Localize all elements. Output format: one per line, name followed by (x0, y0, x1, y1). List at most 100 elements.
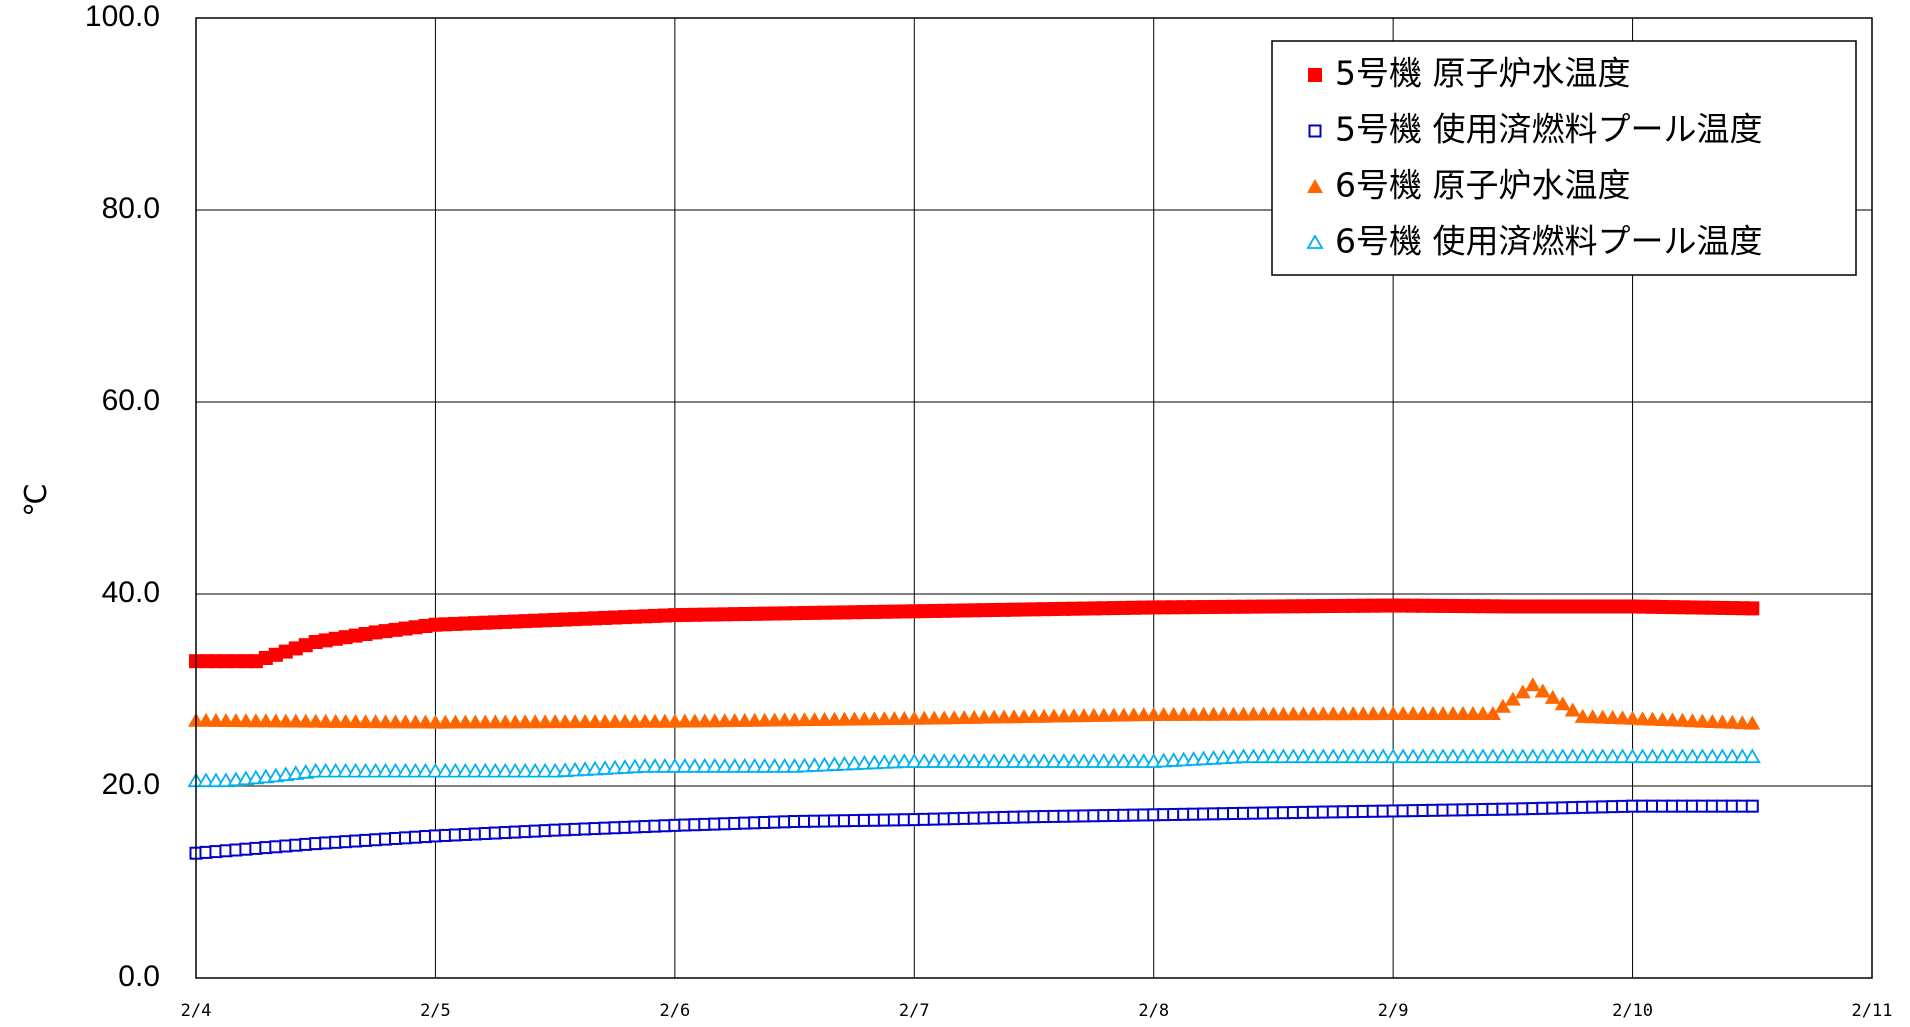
data-point (1075, 753, 1093, 768)
data-point (426, 762, 444, 778)
data-point (1374, 748, 1392, 764)
data-point (1614, 710, 1631, 725)
data-point (327, 762, 345, 778)
data-point (1743, 748, 1761, 764)
legend: 5号機 原子炉水温度 5号機 使用済燃料プール温度 6号機 原子炉水温度 6号機 使用… (1271, 40, 1857, 276)
legend-item: 6号機 原子炉水温度 (1307, 166, 1631, 205)
data-point (1035, 753, 1053, 768)
data-point (766, 758, 784, 773)
data-point (1643, 748, 1662, 764)
data-point (666, 758, 684, 773)
data-point (516, 762, 534, 778)
data-point (1624, 748, 1642, 764)
data-point (397, 714, 414, 729)
data-point (1105, 753, 1123, 768)
data-point (1115, 753, 1133, 768)
data-point (1504, 691, 1521, 706)
series-1 (189, 598, 1760, 669)
x-tick-label: 2/6 (659, 1001, 690, 1021)
data-point (337, 713, 354, 728)
data-point (1005, 753, 1023, 768)
data-point (337, 762, 355, 778)
data-point (1344, 748, 1362, 764)
data-point (526, 762, 544, 778)
data-point (416, 762, 435, 778)
data-point (1614, 748, 1632, 764)
data-point (1306, 234, 1324, 249)
x-tick-label: 2/5 (420, 1001, 451, 1021)
data-point (945, 753, 963, 768)
legend-label: 5号機 使用済燃料プール温度 (1335, 110, 1763, 149)
data-point (217, 712, 234, 727)
data-point (1554, 696, 1571, 711)
x-axis-ticks: 2/4 2/5 2/6 2/7 2/8 2/9 2/10 2/11 (181, 1001, 1893, 1021)
data-point (387, 714, 404, 729)
data-point (1673, 748, 1692, 764)
data-point (1704, 714, 1721, 728)
data-point (367, 762, 385, 778)
x-tick-label: 2/4 (181, 1001, 212, 1021)
data-point (317, 762, 335, 778)
data-point (1484, 706, 1501, 720)
data-point (1394, 748, 1412, 764)
data-point (1434, 748, 1452, 764)
data-point (776, 758, 794, 773)
data-point (1254, 748, 1273, 764)
data-point (1653, 748, 1672, 764)
data-point (1464, 748, 1482, 764)
data-point (456, 762, 474, 778)
data-point (466, 762, 484, 778)
data-point (307, 762, 325, 778)
y-axis-ticks: 0.0 20.0 40.0 60.0 80.0 100.0 (85, 0, 160, 993)
data-point (347, 714, 364, 728)
y-tick-label: 60.0 (102, 384, 160, 417)
data-point (696, 758, 714, 773)
data-point (1444, 748, 1462, 764)
data-point (267, 713, 284, 728)
data-point (1584, 748, 1602, 764)
data-point (1244, 748, 1263, 764)
data-point (1308, 124, 1322, 138)
data-point (1693, 748, 1711, 764)
data-point (1554, 748, 1572, 764)
data-point (1514, 684, 1531, 699)
data-point (417, 714, 434, 729)
data-point (1135, 753, 1153, 768)
data-point (1734, 715, 1751, 730)
data-point (905, 753, 923, 768)
data-point (1314, 748, 1332, 764)
data-point (506, 762, 524, 778)
data-point (1264, 748, 1282, 764)
x-tick-label: 2/11 (1852, 1001, 1893, 1021)
y-tick-label: 20.0 (102, 768, 160, 801)
data-point (287, 713, 304, 728)
legend-item: 6号機 使用済燃料プール温度 (1306, 222, 1763, 261)
data-point (736, 758, 754, 773)
data-point (1574, 708, 1591, 723)
data-point (726, 758, 744, 773)
data-point (1484, 748, 1502, 764)
data-point (1025, 753, 1043, 768)
data-point (1494, 698, 1511, 713)
data-point (496, 762, 514, 778)
legend-label: 6号機 使用済燃料プール温度 (1335, 222, 1763, 261)
y-tick-label: 80.0 (102, 192, 160, 225)
y-axis-label: ℃ (20, 483, 53, 517)
data-point (1524, 748, 1542, 764)
data-point (1684, 713, 1701, 728)
data-point (1308, 68, 1322, 82)
data-point (327, 713, 344, 728)
data-point (1384, 748, 1402, 764)
data-point (1364, 748, 1382, 764)
data-point (367, 714, 384, 729)
data-point (1354, 748, 1372, 764)
data-point (1664, 712, 1681, 727)
data-point (1474, 748, 1492, 764)
data-point (446, 762, 464, 778)
data-point (1307, 179, 1323, 193)
data-point (1404, 748, 1422, 764)
data-point (706, 758, 724, 773)
data-point (536, 762, 554, 778)
y-tick-label: 0.0 (118, 960, 160, 993)
data-point (1125, 753, 1143, 768)
